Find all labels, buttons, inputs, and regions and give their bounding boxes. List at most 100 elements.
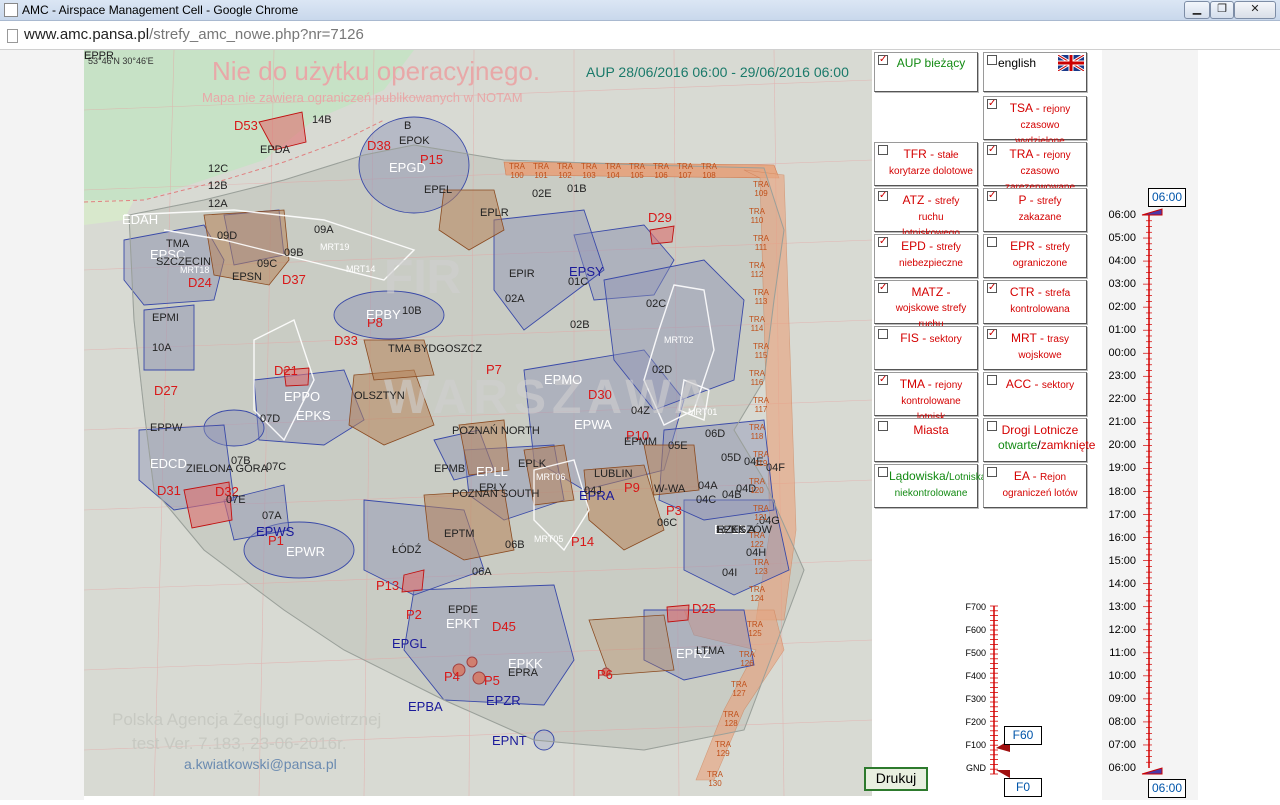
zone-label[interactable]: EPOK — [399, 135, 430, 147]
zone-label-p15[interactable]: P15 — [420, 152, 444, 167]
zone-label-epnt[interactable]: EPNT — [492, 733, 527, 748]
altitude-bottom-handle[interactable] — [996, 770, 1010, 778]
tra-label[interactable]: TRA 116 — [749, 369, 765, 387]
zone-label[interactable]: 10B — [402, 305, 422, 317]
zone-label-p13[interactable]: P13 — [376, 578, 400, 593]
layer-tra-checkbox[interactable]: ✓ TRA - rejony czasowo zarezerwowane — [983, 142, 1087, 193]
zone-label-p5[interactable]: P5 — [484, 673, 500, 688]
tra-label[interactable]: TRA 128 — [723, 710, 739, 728]
zone-label[interactable]: EPPR — [84, 50, 114, 62]
mrt-label-mrt01[interactable]: MRT01 — [688, 407, 718, 417]
zone-label[interactable]: 12C — [208, 163, 229, 175]
layer-fis-checkbox[interactable]: FIS - sektory — [874, 326, 978, 370]
altitude-scale[interactable]: F700 F600 F500 F400 F300 F200 F100 GND — [952, 598, 1052, 798]
zone-label[interactable]: 12B — [208, 180, 228, 192]
zone-label[interactable]: 04C — [696, 494, 717, 506]
zone-label[interactable]: 09C — [257, 258, 278, 270]
layer-mrt-check[interactable]: ✓ — [987, 328, 997, 339]
tra-label[interactable]: TRA 129 — [715, 740, 731, 758]
tra-label[interactable]: TRA 103 — [581, 162, 597, 180]
zone-label-edcd[interactable]: EDCD — [150, 456, 187, 471]
zone-label[interactable]: 06D — [705, 428, 726, 440]
mrt-label-mrt19[interactable]: MRT19 — [320, 242, 350, 252]
zone-label-p10[interactable]: P10 — [626, 428, 650, 443]
timeline-bottom-time[interactable]: 06:00 — [1148, 779, 1186, 798]
layer-drogi-checkbox[interactable]: Drogi Lotnicze otwarte/zamknięte — [983, 418, 1095, 462]
layer-ctr-check[interactable]: ✓ — [987, 282, 997, 293]
zone-label-eppo[interactable]: EPPO — [284, 389, 321, 404]
zone-label[interactable]: 10A — [152, 342, 172, 354]
layer-miasta-checkbox[interactable]: Miasta — [874, 418, 978, 462]
zone-label[interactable]: 02B — [570, 319, 590, 331]
tra-label[interactable]: TRA 127 — [731, 680, 747, 698]
zone-label[interactable]: 05D — [721, 452, 742, 464]
tra-label[interactable]: TRA 122 — [749, 531, 765, 549]
zone-label[interactable]: 02A — [505, 293, 525, 305]
tra-label[interactable]: TRA 125 — [747, 620, 763, 638]
zone-label-p2[interactable]: P2 — [406, 607, 422, 622]
zone-label-p4[interactable]: P4 — [444, 669, 460, 684]
zone-label[interactable]: 02C — [646, 298, 667, 310]
zone-label-p14[interactable]: P14 — [571, 534, 595, 549]
zone-label-edah[interactable]: EDAH — [122, 212, 159, 227]
tra-label[interactable]: TRA 112 — [749, 261, 765, 279]
mrt-label-mrt14[interactable]: MRT14 — [346, 264, 376, 274]
layer-mrt-checkbox[interactable]: ✓ MRT - trasy wojskowe — [983, 326, 1087, 370]
close-button[interactable]: ✕ — [1234, 1, 1276, 19]
restore-button[interactable]: ❐ — [1210, 1, 1234, 19]
zone-label[interactable]: 04E — [744, 456, 764, 468]
altitude-top-value[interactable]: F60 — [1004, 726, 1042, 745]
zone-label[interactable]: EPLR — [480, 207, 509, 219]
zone-label[interactable]: EPDE — [448, 604, 478, 616]
zone-label[interactable]: POZNAŃ SOUTH — [452, 488, 540, 500]
zone-label[interactable]: EPIR — [509, 268, 535, 280]
layer-tra-check[interactable]: ✓ — [987, 144, 997, 155]
zone-label-d45[interactable]: D45 — [492, 619, 516, 634]
layer-tsa-check[interactable]: ✓ — [987, 98, 997, 109]
zone-label-d29[interactable]: D29 — [648, 210, 672, 225]
zone-label-eplb[interactable]: EPLB — [714, 522, 748, 537]
zone-label[interactable]: POZNAŃ NORTH — [452, 425, 540, 437]
tra-label[interactable]: TRA 108 — [701, 162, 717, 180]
zone-label-d38[interactable]: D38 — [367, 138, 391, 153]
zone-label[interactable]: EPKK A — [716, 524, 756, 536]
tra-label[interactable]: TRA 110 — [749, 207, 765, 225]
zone-label[interactable]: LUBLIN — [594, 468, 633, 480]
zone-label-p9[interactable]: P9 — [624, 480, 640, 495]
zone-label-d32[interactable]: D32 — [215, 484, 239, 499]
zone-label-d53[interactable]: D53 — [234, 118, 258, 133]
zone-label-d25[interactable]: D25 — [692, 601, 716, 616]
zone-label[interactable]: EPTM — [444, 528, 475, 540]
zone-label-epll[interactable]: EPLL — [476, 464, 508, 479]
tra-label[interactable]: TRA 102 — [557, 162, 573, 180]
zone-label[interactable]: 04D — [736, 483, 757, 495]
zone-label[interactable]: 06B — [505, 539, 525, 551]
zone-label-epwr[interactable]: EPWR — [286, 544, 325, 559]
zone-label[interactable]: 01C — [568, 276, 589, 288]
zone-label[interactable]: 05E — [668, 440, 688, 452]
tra-label[interactable]: TRA 123 — [753, 558, 769, 576]
zone-label-epgd[interactable]: EPGD — [389, 160, 426, 175]
zone-label[interactable]: 09A — [314, 224, 334, 236]
zone-label[interactable]: 04G — [759, 515, 780, 527]
tra-label[interactable]: TRA 118 — [749, 423, 765, 441]
zone-label-p8[interactable]: P8 — [367, 315, 383, 330]
aup-current-check[interactable]: ✓ — [878, 54, 888, 65]
zone-label[interactable]: EPEL — [424, 184, 453, 196]
timeline-scale[interactable]: 06:00 05:00 04:00 03:00 02:00 01:00 00:00 23:00… — [1102, 50, 1198, 800]
zone-label[interactable]: W-WA — [654, 483, 686, 495]
zone-label[interactable]: B — [404, 120, 412, 132]
zone-label-d24[interactable]: D24 — [188, 275, 212, 290]
zone-label-epks[interactable]: EPKS — [296, 408, 331, 423]
layer-atz-check[interactable]: ✓ — [878, 190, 888, 201]
layer-tma-check[interactable]: ✓ — [878, 374, 888, 385]
zone-label[interactable]: ZIELONA GÓRA — [186, 463, 268, 475]
zone-label[interactable]: 04I — [722, 567, 738, 579]
zone-label-p7[interactable]: P7 — [486, 362, 502, 377]
aup-current-checkbox[interactable]: ✓ AUP bieżący — [874, 52, 978, 92]
zone-label-epby[interactable]: EPBY — [366, 307, 401, 322]
timeline-end-handle[interactable] — [1141, 767, 1163, 775]
zone-label[interactable]: 02D — [652, 364, 673, 376]
layer-tma-checkbox[interactable]: ✓ TMA - rejony kontrolowane lotnisk — [874, 372, 978, 423]
layer-matz-check[interactable]: ✓ — [878, 282, 888, 293]
